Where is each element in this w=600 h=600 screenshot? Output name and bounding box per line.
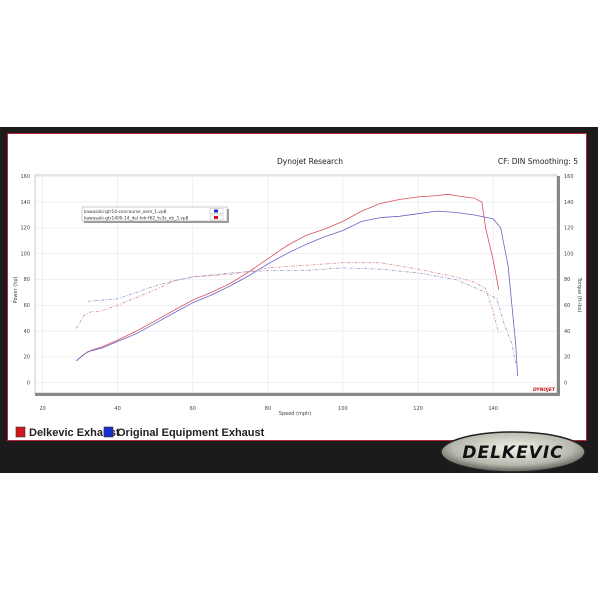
delkevic-logo: DELKEVIC bbox=[440, 431, 586, 473]
logo-text: DELKEVIC bbox=[462, 443, 563, 463]
power-curve-oem bbox=[76, 210, 518, 377]
bottom-axis-bar bbox=[35, 393, 560, 396]
x-tick-label: 100 bbox=[338, 406, 348, 412]
legend-oem-label: Original Equipment Exhaust bbox=[117, 427, 265, 439]
x-tick-label: 20 bbox=[39, 406, 45, 412]
y-tick-label: 60 bbox=[24, 303, 30, 309]
y-tick-label: 120 bbox=[20, 226, 30, 232]
chart-legend: kawasaki-gtr14-concourse_oem_1.vp8 kawas… bbox=[81, 206, 229, 223]
y-tick-label: 160 bbox=[20, 174, 30, 180]
delkevic-swatch bbox=[15, 426, 26, 438]
x-axis-label: Speed (mph) bbox=[279, 411, 311, 417]
oem-swatch bbox=[103, 426, 114, 438]
y2-tick-label: 100 bbox=[564, 251, 574, 257]
y-tick-label: 80 bbox=[24, 277, 30, 283]
right-axis-bar bbox=[557, 176, 560, 394]
y-tick-label: 40 bbox=[24, 329, 30, 335]
y-tick-label: 100 bbox=[20, 251, 30, 257]
y2-tick-label: 0 bbox=[564, 380, 567, 386]
y-tick-label: 0 bbox=[27, 380, 30, 386]
y2-tick-label: 20 bbox=[564, 355, 570, 361]
x-tick-label: 60 bbox=[190, 406, 196, 412]
y-tick-label: 20 bbox=[24, 355, 30, 361]
torque-curve-oem bbox=[87, 267, 517, 364]
y2-tick-label: 80 bbox=[564, 277, 570, 283]
dynojet-watermark: DYNOJET bbox=[533, 387, 556, 393]
legend-swatch-blue bbox=[214, 209, 218, 213]
power-curve-delkevic bbox=[76, 193, 500, 362]
chart-settings: CF: DIN Smoothing: 5 bbox=[498, 157, 578, 166]
legend-entry-oem: kawasaki-gtr14-concourse_oem_1.vp8 bbox=[84, 209, 167, 215]
x-tick-label: 140 bbox=[488, 406, 498, 412]
y2-tick-label: 60 bbox=[564, 303, 570, 309]
bottom-legend: Delkevic Exhaust Original Equipment Exha… bbox=[15, 426, 265, 439]
y2-tick-label: 160 bbox=[564, 174, 574, 180]
y-tick-label: 140 bbox=[20, 200, 30, 206]
chart-title: Dynojet Research bbox=[277, 157, 343, 166]
y2-tick-label: 40 bbox=[564, 329, 570, 335]
x-tick-label: 120 bbox=[413, 406, 423, 412]
y2-axis-label: Torque (ft-lbs) bbox=[576, 277, 582, 313]
y2-tick-label: 140 bbox=[564, 200, 574, 206]
x-tick-label: 80 bbox=[265, 406, 271, 412]
legend-delkevic-label: Delkevic Exhaust bbox=[29, 427, 120, 439]
legend-swatch-red bbox=[214, 216, 218, 219]
y2-tick-label: 120 bbox=[564, 226, 574, 232]
x-tick-label: 40 bbox=[114, 406, 120, 412]
y-axis-label: Power (hp) bbox=[13, 276, 19, 303]
legend-entry-delkevic: kawasaki-gtr1400-14_del-hdr-f62_tv3s_nb_… bbox=[84, 216, 189, 222]
